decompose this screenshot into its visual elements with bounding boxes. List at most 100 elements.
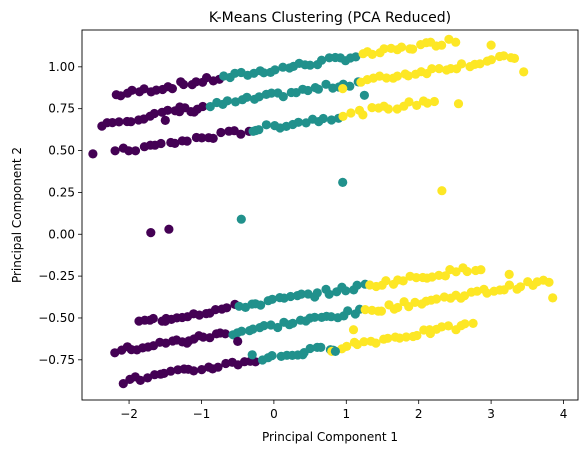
scatter-point: [118, 379, 128, 389]
scatter-point: [486, 40, 496, 50]
x-axis-label: Principal Component 1: [262, 430, 398, 444]
scatter-point: [359, 90, 369, 100]
scatter-point: [437, 40, 447, 50]
scatter-point: [261, 120, 271, 130]
scatter-point: [312, 288, 322, 298]
scatter-point: [343, 306, 353, 316]
scatter-point: [453, 99, 464, 109]
scatter-point: [338, 177, 348, 187]
scatter-point: [358, 110, 368, 120]
y-tick-label: −0.75: [38, 353, 75, 367]
scatter-point: [462, 266, 472, 277]
scatter-point: [392, 71, 402, 81]
scatter-point: [451, 37, 461, 47]
scatter-point: [427, 64, 437, 74]
scatter-point: [205, 333, 215, 343]
scatter-point: [367, 103, 377, 113]
scatter-point: [459, 291, 470, 301]
points-layer: [88, 34, 558, 389]
scatter-point: [146, 228, 156, 238]
scatter-point: [267, 294, 277, 304]
scatter-point: [411, 273, 421, 283]
scatter-point: [346, 108, 356, 118]
scatter-point: [198, 332, 208, 342]
scatter-point: [160, 115, 170, 125]
scatter-point: [412, 330, 422, 341]
scatter-point: [342, 341, 352, 351]
scatter-point: [476, 265, 486, 275]
scatter-point: [345, 81, 355, 91]
scatter-point: [437, 186, 447, 196]
scatter-point: [270, 65, 280, 75]
chart-title: K-Means Clustering (PCA Reduced): [209, 10, 451, 26]
scatter-point: [359, 337, 369, 347]
scatter-point: [443, 321, 453, 331]
scatter-point: [189, 107, 199, 117]
scatter-point: [182, 338, 192, 348]
scatter-point: [233, 336, 243, 346]
scatter-point: [179, 79, 189, 90]
y-axis-label: Principal Component 2: [10, 147, 24, 283]
scatter-point: [352, 280, 362, 290]
scatter-point: [393, 302, 403, 313]
scatter-point: [216, 127, 226, 138]
scatter-point: [182, 136, 192, 146]
scatter-point: [197, 365, 207, 375]
scatter-point: [504, 280, 514, 290]
scatter-point: [88, 149, 98, 159]
scatter-point: [475, 59, 485, 69]
scatter-point: [348, 325, 359, 335]
scatter-point: [519, 67, 529, 77]
scatter-point: [259, 321, 269, 331]
scatter-point: [509, 53, 520, 64]
scatter-point: [266, 88, 277, 98]
scatter-point: [127, 85, 137, 95]
scatter-point: [251, 125, 261, 136]
scatter-point: [544, 277, 554, 287]
scatter-point: [110, 146, 120, 156]
scatter-point: [425, 325, 435, 335]
scatter-point: [236, 214, 246, 224]
scatter-point: [383, 104, 393, 114]
x-tick-label: −1: [193, 407, 211, 421]
scatter-point: [460, 319, 470, 329]
scatter-point: [135, 375, 145, 385]
y-axis: −0.75 −0.50 −0.25 0.00 0.25 0.50 0.75 1.00: [38, 60, 82, 367]
scatter-point: [396, 42, 407, 52]
scatter-point: [431, 294, 442, 304]
scatter-point: [351, 52, 361, 62]
scatter-point: [383, 333, 393, 343]
x-tick-label: 4: [560, 407, 568, 421]
x-tick-label: 2: [415, 407, 423, 421]
scatter-point: [259, 68, 269, 78]
scatter-point: [434, 64, 444, 74]
scatter-point: [126, 117, 136, 127]
scatter-point: [139, 84, 149, 94]
scatter-point: [371, 338, 381, 348]
y-tick-label: 1.00: [48, 60, 75, 74]
y-tick-label: −0.25: [38, 269, 75, 283]
scatter-point: [317, 55, 327, 65]
scatter-point: [273, 322, 283, 333]
scatter-point: [408, 44, 418, 54]
scatter-point: [504, 269, 514, 279]
scatter-point: [316, 342, 326, 352]
y-tick-label: −0.50: [38, 311, 75, 325]
x-tick-label: 1: [342, 407, 350, 421]
y-tick-label: 0.00: [48, 227, 75, 241]
scatter-point: [220, 329, 230, 339]
scatter-point: [114, 117, 124, 127]
scatter-point: [360, 305, 370, 315]
scatter-point: [456, 59, 467, 69]
scatter-point: [208, 133, 218, 143]
y-tick-label: 0.75: [48, 102, 75, 116]
scatter-point: [160, 316, 170, 326]
scatter-point: [321, 79, 331, 89]
scatter-point: [401, 332, 411, 342]
scatter-point: [198, 101, 208, 112]
scatter-point: [412, 100, 422, 110]
scatter-point: [499, 51, 509, 61]
scatter-point: [548, 293, 558, 303]
scatter-point: [318, 113, 328, 124]
scatter-point: [164, 224, 174, 234]
